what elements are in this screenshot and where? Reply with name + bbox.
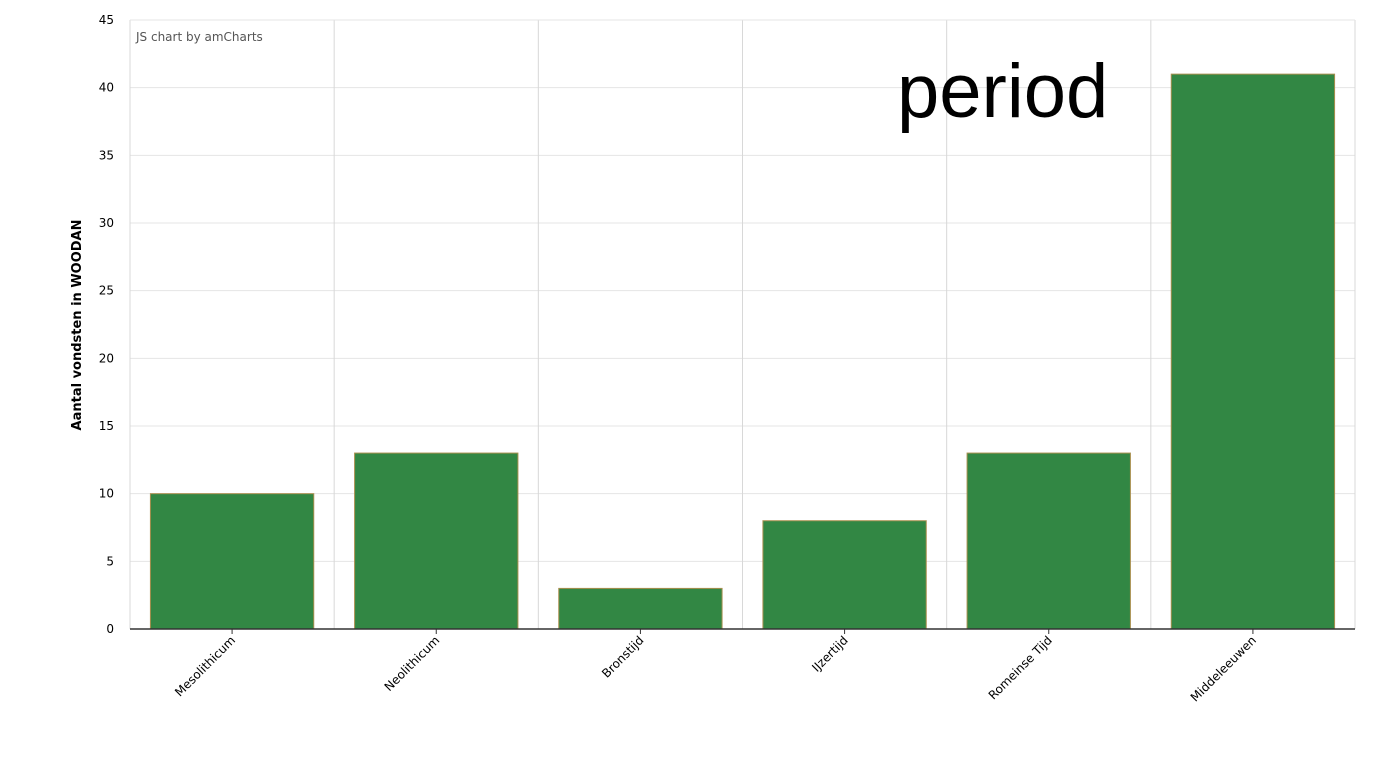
- x-tick-label: Romeinse Tijd: [986, 633, 1055, 702]
- x-tick-label: Neolithicum: [382, 633, 443, 694]
- y-tick-label: 5: [106, 554, 114, 568]
- y-tick-label: 10: [99, 487, 114, 501]
- bar-middeleeuwen: [1170, 73, 1336, 630]
- x-tick-label: IJzertijd: [809, 633, 850, 674]
- y-tick-label: 20: [99, 351, 114, 365]
- y-tick-label: 30: [99, 216, 114, 230]
- bar-romeinse-tijd: [966, 452, 1131, 630]
- x-tick-label: Bronstijd: [599, 633, 646, 680]
- bar-mesolithicum: [149, 493, 315, 630]
- x-tick-label: Middeleeuwen: [1188, 633, 1259, 704]
- y-tick-label: 45: [99, 13, 114, 27]
- y-tick-label: 40: [99, 81, 114, 95]
- y-tick-label: 25: [99, 284, 114, 298]
- bar-bronstijd: [558, 587, 723, 630]
- bars: [149, 73, 1336, 630]
- grid-lines: [129, 19, 1356, 629]
- y-tick-label: 0: [106, 622, 114, 636]
- y-tick-label: 15: [99, 419, 114, 433]
- y-axis-label: Aantal vondsten in WOODAN: [70, 220, 85, 431]
- y-tick-label: 35: [99, 148, 114, 162]
- x-tick-label: Mesolithicum: [172, 633, 238, 699]
- overlay-period-text: period: [897, 49, 1108, 134]
- bar-ijzertijd: [762, 520, 927, 630]
- chart-credit[interactable]: JS chart by amCharts: [135, 30, 263, 44]
- bar-neolithicum: [354, 452, 519, 630]
